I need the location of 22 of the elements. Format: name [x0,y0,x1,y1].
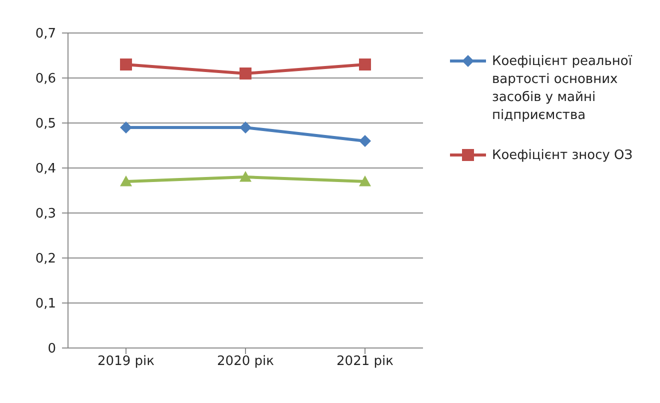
legend-label: Коефіцієнт реальної вартості основних засобів у майні підприємства [492,53,633,125]
point [240,122,252,134]
point [359,58,371,70]
y-tick-label: 0,2 [35,252,56,266]
point [120,122,132,134]
y-tick-label: 0,7 [35,26,56,42]
y-tick-label: 0 [48,342,56,356]
point [240,68,252,80]
point [359,135,371,147]
point [120,58,132,70]
y-tick-label: 0,3 [35,206,56,222]
x-tick-label: 2019 рік [98,354,155,370]
y-tick-label: 0,4 [35,162,56,176]
y-tick-label: 0,6 [35,72,56,86]
point [120,176,132,186]
point [240,171,252,182]
legend-label: Коефіцієнт зносу ОЗ [492,147,634,165]
y-tick-label: 0,1 [35,296,56,312]
point [359,176,371,186]
x-tick-label: 2021 рік [336,354,394,370]
x-tick-label: 2020 рік [217,354,274,370]
y-tick-label: 0,5 [35,116,56,132]
